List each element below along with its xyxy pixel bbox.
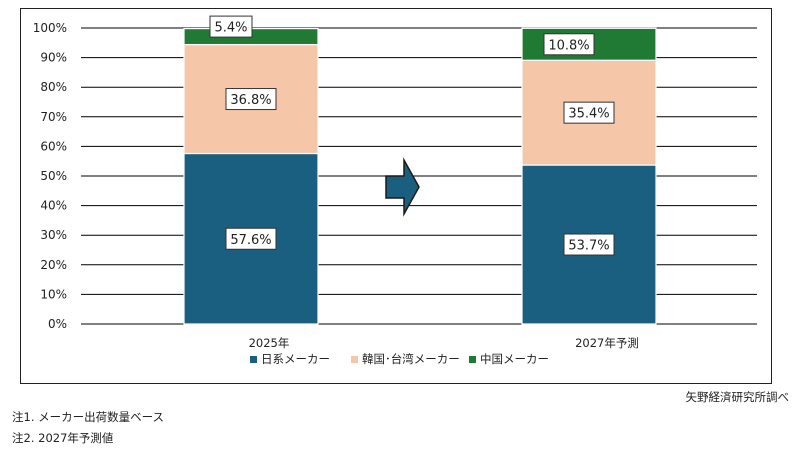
footnote-1: 注1. メーカー出荷数量ベース: [12, 410, 165, 424]
data-label-box: [209, 15, 253, 38]
y-tick-label: 80%: [40, 80, 67, 94]
data-label-box: [543, 33, 595, 56]
source-note: 矢野経済研究所調べ: [685, 390, 790, 404]
data-label: 10.8%: [548, 38, 589, 53]
y-tick-label: 10%: [40, 287, 67, 301]
data-label: 5.4%: [214, 21, 247, 36]
y-tick-label: 20%: [40, 258, 67, 272]
y-tick-label: 50%: [40, 169, 67, 183]
data-label-box: [563, 101, 615, 124]
legend-label: 日系メーカー: [261, 352, 330, 366]
chart-frame: 0% 10% 20% 30% 40% 50% 60% 70% 80% 90% 100% 57.6% 36…: [20, 8, 772, 384]
y-tick-label: 40%: [40, 199, 67, 213]
data-label: 35.4%: [568, 107, 609, 122]
y-tick-label: 60%: [40, 139, 67, 153]
footnote-2: 注2. 2027年予測値: [12, 431, 114, 445]
data-label-box: [563, 233, 615, 256]
y-tick-label: 70%: [40, 110, 67, 124]
data-label-box: [225, 227, 277, 250]
data-label: 57.6%: [230, 233, 271, 248]
data-label: 36.8%: [230, 93, 271, 108]
legend-swatch: [469, 356, 476, 363]
legend-label: 韓国･台湾メーカー: [362, 352, 460, 366]
data-label: 53.7%: [568, 239, 609, 254]
legend-swatch: [250, 356, 257, 363]
x-tick-label: 2027年予測: [575, 336, 639, 350]
data-label-box: [225, 88, 277, 111]
right-arrow-icon: [385, 157, 420, 217]
stacked-bar-chart: 0% 10% 20% 30% 40% 50% 60% 70% 80% 90% 100% 57.6% 36…: [33, 15, 757, 366]
y-tick-label: 0%: [48, 317, 67, 331]
y-tick-label: 30%: [40, 228, 67, 242]
legend-label: 中国メーカー: [480, 352, 549, 366]
y-tick-label: 90%: [40, 51, 67, 65]
y-tick-label: 100%: [33, 21, 67, 35]
legend-swatch: [351, 356, 358, 363]
x-tick-label: 2025年: [249, 336, 290, 350]
